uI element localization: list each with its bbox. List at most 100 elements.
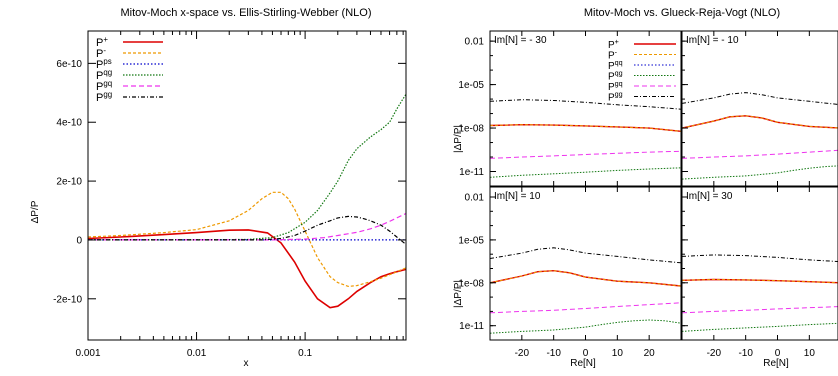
right-panel-2-series-line-4 xyxy=(682,165,838,180)
right-chart-panels: 0.01 1e-05 1e-08 1e-11 Im[N] = - 30 Im[N] = -… xyxy=(458,30,838,359)
right-y-tick-label: 1e-08 xyxy=(458,124,484,135)
left-legend-label-pgg-sup: gg xyxy=(103,90,112,99)
right-y-tick-label: 0.01 xyxy=(465,192,485,203)
left-legend-label-pgq-sup: gq xyxy=(103,79,112,88)
right-panel-2-series-line-1 xyxy=(682,115,838,129)
left-legend-label-pqg: Pqg xyxy=(96,68,112,82)
right-legend-label-5-base: P xyxy=(608,82,615,93)
right-legend-label-6: Pgg xyxy=(608,90,623,104)
right-chart-x-axis-label-right: Re[N] xyxy=(763,358,789,369)
left-legend-label-p+-base: P xyxy=(96,37,103,49)
right-panel-3-series-line-5 xyxy=(490,302,681,314)
left-series-line-pgg xyxy=(88,215,407,245)
left-legend-label-pqg-sup: qg xyxy=(103,68,112,77)
left-legend-label-pqg-base: P xyxy=(96,70,103,82)
right-panel-4-series-line-1 xyxy=(682,278,838,284)
left-legend-label-pgq-base: P xyxy=(96,81,103,93)
left-legend-label-pgg-base: P xyxy=(96,92,103,104)
right-chart-y-axis-label-top: |ΔP/P| xyxy=(453,125,464,153)
right-x-tick-label: -10 xyxy=(738,348,753,359)
left-legend-label-pps-sup: ps xyxy=(103,57,111,66)
right-legend-label-3-sup: qq xyxy=(615,58,623,67)
left-y-tick-label: -2e-10 xyxy=(53,294,82,305)
right-panel-series-group xyxy=(682,254,838,332)
left-legend-label-p--sup: - xyxy=(103,46,106,55)
right-y-tick-label: 1e-05 xyxy=(458,80,484,91)
right-chart-x-axis-label-left: Re[N] xyxy=(570,358,596,369)
right-y-tick-label: 1e-08 xyxy=(458,278,484,289)
right-legend-label-4: Pqg xyxy=(608,69,623,83)
right-x-tick-label: 0 xyxy=(583,348,589,359)
left-chart-x-axis-label: x xyxy=(244,358,249,369)
right-panel-label: Im[N] = 30 xyxy=(686,191,733,202)
right-panel-4-series-line-5 xyxy=(682,306,838,314)
right-x-tick-label: 10 xyxy=(804,348,816,359)
right-x-tick-label: -20 xyxy=(515,348,530,359)
right-panel-1-series-line-6 xyxy=(490,99,681,110)
left-series-line-pqg xyxy=(88,93,407,241)
left-legend-label-p-: P- xyxy=(96,46,106,60)
right-x-tick-label: 20 xyxy=(644,348,656,359)
right-panel-3: 0.01 1e-05 1e-08 1e-11 -20 -10 0 10 20 Im[N] = 10 xyxy=(458,186,682,359)
right-y-tick-label: 1e-05 xyxy=(458,235,484,246)
right-y-tick-label: 1e-11 xyxy=(459,167,484,178)
right-legend-label-6-sup: gg xyxy=(615,90,623,99)
left-legend-label-p+-sup: + xyxy=(103,35,108,44)
right-panel-2-series-line-6 xyxy=(682,92,838,105)
right-legend-label-6-base: P xyxy=(608,93,615,104)
left-chart-title: Mitov-Moch x-space vs. Ellis-Stirling-We… xyxy=(120,7,371,19)
right-panel-frame xyxy=(489,186,682,341)
left-y-tick-label: 4e-10 xyxy=(56,118,82,129)
right-legend-label-5: Pgq xyxy=(608,79,623,93)
right-panel-3-series-line-4 xyxy=(490,319,681,334)
right-panel-4-series-line-2 xyxy=(682,278,838,284)
right-legend-label-5-sup: gq xyxy=(615,79,623,88)
left-chart-series-group xyxy=(87,93,407,309)
left-legend-label-p--base: P xyxy=(96,48,103,60)
right-legend-label-4-sup: qg xyxy=(615,69,623,78)
left-legend-label-pgg: Pgg xyxy=(96,90,112,104)
left-legend-label-pps: Pps xyxy=(96,57,112,71)
right-panel-frame xyxy=(489,30,682,187)
right-legend-label-4-base: P xyxy=(608,72,615,83)
left-plot-frame xyxy=(87,30,407,341)
right-legend-label-2: P- xyxy=(608,48,618,62)
right-panel-2: Im[N] = - 10 xyxy=(681,30,838,187)
left-legend-label-pgq: Pgq xyxy=(96,79,112,93)
right-y-tick-label: 1e-11 xyxy=(459,321,484,332)
right-legend-label-3-base: P xyxy=(608,61,615,72)
right-panel-label: Im[N] = - 10 xyxy=(686,35,739,46)
right-y-tick-label: 0.01 xyxy=(465,37,485,48)
right-x-tick-label: -10 xyxy=(546,348,561,359)
right-chart-y-axis-label-bottom: |ΔP/P| xyxy=(453,280,464,308)
right-legend-label-1-sup: + xyxy=(615,37,619,46)
right-x-tick-label: 0 xyxy=(775,348,781,359)
right-legend-label-3: Pqq xyxy=(608,58,623,72)
right-panel-1-series-line-5 xyxy=(490,150,681,159)
left-y-tick-label: 2e-10 xyxy=(56,177,82,188)
left-chart-y-axis-label: ΔP/P xyxy=(30,200,41,223)
right-legend-label-2-sup: - xyxy=(615,48,618,57)
right-legend-label-1: P+ xyxy=(608,37,619,51)
right-panel-4-series-line-4 xyxy=(682,322,838,332)
left-series-line-p+ xyxy=(87,229,407,309)
left-x-tick-label: 0.1 xyxy=(298,348,312,359)
right-chart-title: Mitov-Moch vs. Glueck-Reja-Vogt (NLO) xyxy=(584,7,780,19)
right-legend-label-1-base: P xyxy=(608,40,615,51)
left-x-tick-label: 0.001 xyxy=(75,348,100,359)
left-chart-axes: 0.001 0.01 0.1 -2e-10 0 2e-10 4e-10 6e-10 xyxy=(53,30,407,359)
right-panel-series-group xyxy=(490,99,681,178)
right-panel-2-series-line-5 xyxy=(682,149,838,159)
right-panel-2-series-line-2 xyxy=(682,115,838,129)
right-panel-4-series-line-6 xyxy=(682,254,838,263)
right-panel-series-group xyxy=(682,92,838,180)
right-panel-frame xyxy=(681,186,838,341)
right-x-tick-label: 10 xyxy=(612,348,624,359)
right-panel-label: Im[N] = 10 xyxy=(494,191,541,202)
right-panel-1-series-line-2 xyxy=(490,124,681,132)
right-panel-frame xyxy=(681,30,838,187)
left-y-tick-label: 6e-10 xyxy=(56,59,82,70)
